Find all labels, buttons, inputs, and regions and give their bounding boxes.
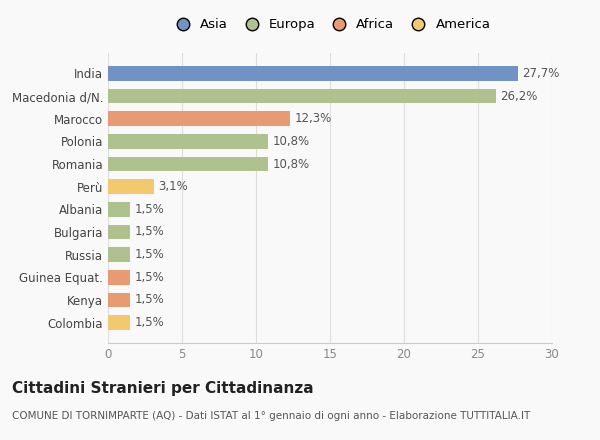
- Text: COMUNE DI TORNIMPARTE (AQ) - Dati ISTAT al 1° gennaio di ogni anno - Elaborazion: COMUNE DI TORNIMPARTE (AQ) - Dati ISTAT …: [12, 411, 530, 422]
- Text: 27,7%: 27,7%: [523, 67, 560, 80]
- Bar: [108, 180, 154, 194]
- Bar: [108, 315, 130, 330]
- Bar: [108, 157, 268, 171]
- Text: 12,3%: 12,3%: [295, 112, 332, 125]
- Bar: [108, 202, 130, 216]
- Bar: [108, 134, 268, 149]
- Text: 10,8%: 10,8%: [272, 158, 310, 171]
- Text: 1,5%: 1,5%: [134, 293, 164, 307]
- Text: Cittadini Stranieri per Cittadinanza: Cittadini Stranieri per Cittadinanza: [12, 381, 314, 396]
- Bar: [108, 247, 130, 262]
- Bar: [108, 66, 518, 81]
- Bar: [108, 225, 130, 239]
- Legend: Asia, Europa, Africa, America: Asia, Europa, Africa, America: [164, 13, 496, 37]
- Bar: [108, 89, 496, 103]
- Text: 1,5%: 1,5%: [134, 271, 164, 284]
- Text: 26,2%: 26,2%: [500, 89, 538, 103]
- Text: 1,5%: 1,5%: [134, 316, 164, 329]
- Text: 3,1%: 3,1%: [158, 180, 188, 193]
- Bar: [108, 270, 130, 285]
- Text: 1,5%: 1,5%: [134, 248, 164, 261]
- Bar: [108, 111, 290, 126]
- Bar: [108, 293, 130, 307]
- Text: 1,5%: 1,5%: [134, 203, 164, 216]
- Text: 1,5%: 1,5%: [134, 225, 164, 238]
- Text: 10,8%: 10,8%: [272, 135, 310, 148]
